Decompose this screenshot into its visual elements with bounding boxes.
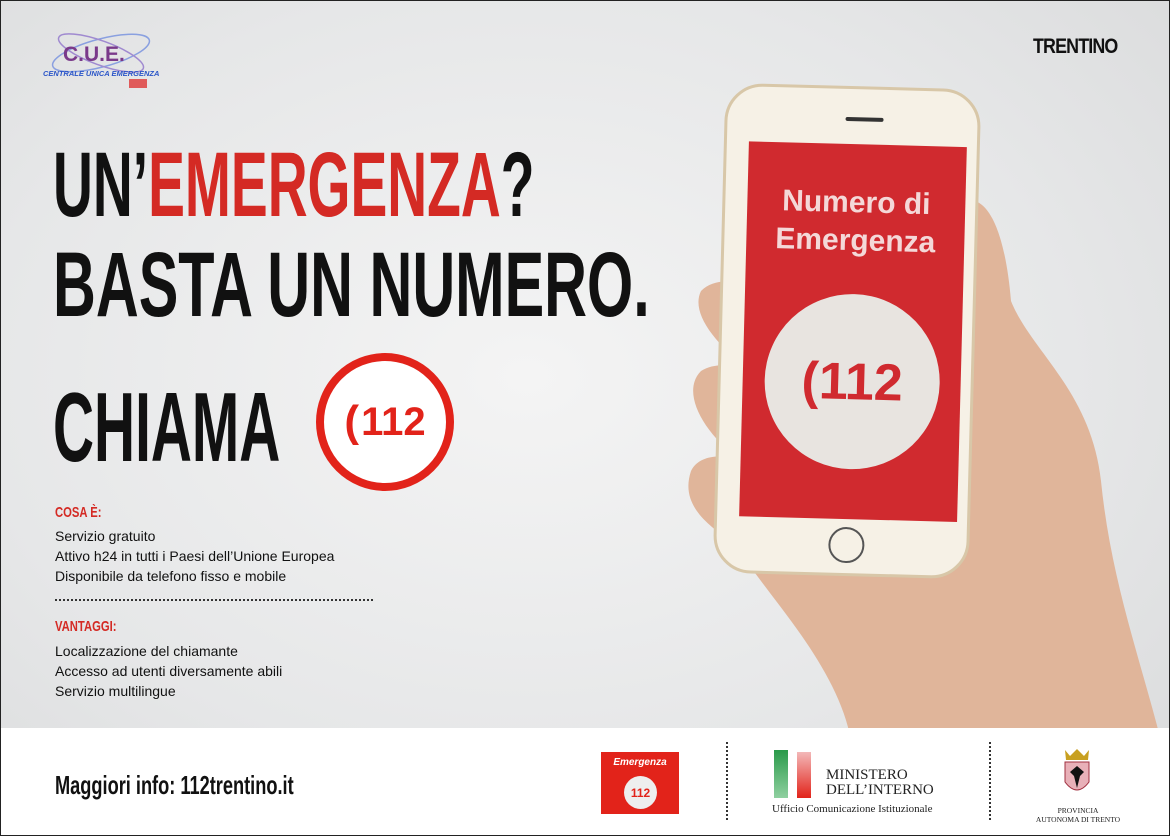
screen-number: 112 (818, 351, 904, 412)
headline-emergenza: EMERGENZA (148, 134, 501, 236)
cue-title: C.U.E. (63, 43, 125, 66)
provincia-name: PROVINCIA AUTONOMA DI TRENTO (1035, 806, 1121, 824)
cue-subtitle: CENTRALE UNICA EMERGENZA (43, 69, 160, 78)
headline-question: ? (500, 134, 535, 236)
emergenza-112-logo: Emergenza 112 (601, 752, 679, 814)
divider (726, 742, 728, 820)
provincia-coat-of-arms (1062, 748, 1092, 800)
provincia-line1: PROVINCIA (1057, 806, 1099, 815)
ministero-subtitle: Ufficio Comunicazione Istituzionale (772, 803, 933, 815)
cosa-title: COSA È: (55, 504, 102, 521)
phone-handset-icon: ( (344, 397, 360, 446)
list-item: Servizio multilingue (55, 683, 176, 699)
divider (55, 599, 373, 601)
list-item: Attivo h24 in tutti i Paesi dell’Unione … (55, 548, 335, 564)
ministero-line2: DELL’INTERNO (826, 782, 934, 798)
badge-number: 112 (361, 399, 426, 444)
provincia-line2: AUTONOMA DI TRENTO (1035, 815, 1121, 824)
flag-green (774, 750, 788, 798)
list-item: Disponibile da telefono fisso e mobile (55, 568, 287, 584)
headline-line2: BASTA UN NUMERO. (53, 234, 650, 336)
phone-screen: Numero di Emergenza (112 (739, 141, 967, 522)
cosa-list: Servizio gratuito Attivo h24 in tutti i … (55, 526, 334, 586)
emergenza-logo-number: 112 (624, 776, 657, 809)
flag-red (797, 752, 811, 798)
screen-title-2: Emergenza (774, 222, 936, 260)
ministero-name: MINISTERO DELL’INTERNO (826, 768, 934, 798)
divider (989, 742, 991, 820)
trentino-logo: TRENTINO (1033, 35, 1118, 58)
list-item: Accesso ad utenti diversamente abili (55, 663, 283, 679)
screen-112-badge: (112 (762, 291, 942, 472)
screen-title: Numero di Emergenza (746, 181, 966, 263)
headline-line1: UN’EMERGENZA? (53, 133, 534, 238)
number-112-badge: (112 (316, 353, 454, 491)
speaker-icon (845, 116, 884, 122)
screen-title-1: Numero di (781, 184, 931, 222)
list-item: Localizzazione del chiamante (55, 643, 238, 659)
emergenza-logo-text: Emergenza (613, 757, 667, 768)
cue-logo: C.U.E. CENTRALE UNICA EMERGENZA (41, 23, 166, 95)
ministero-line1: MINISTERO (826, 767, 908, 783)
vantaggi-list: Localizzazione del chiamante Accesso ad … (55, 641, 282, 701)
phone-handset-icon: ( (800, 351, 820, 410)
smartphone: Numero di Emergenza (112 (712, 82, 982, 580)
vantaggi-title: VANTAGGI: (55, 618, 117, 635)
footer-band: Maggiori info: 112trentino.it Emergenza … (1, 728, 1169, 835)
info-link[interactable]: Maggiori info: 112trentino.it (55, 770, 294, 800)
home-button (827, 526, 865, 564)
list-item: Servizio gratuito (55, 528, 156, 544)
call-text: CHIAMA (53, 372, 281, 482)
headline-pre: UN’ (53, 134, 149, 236)
